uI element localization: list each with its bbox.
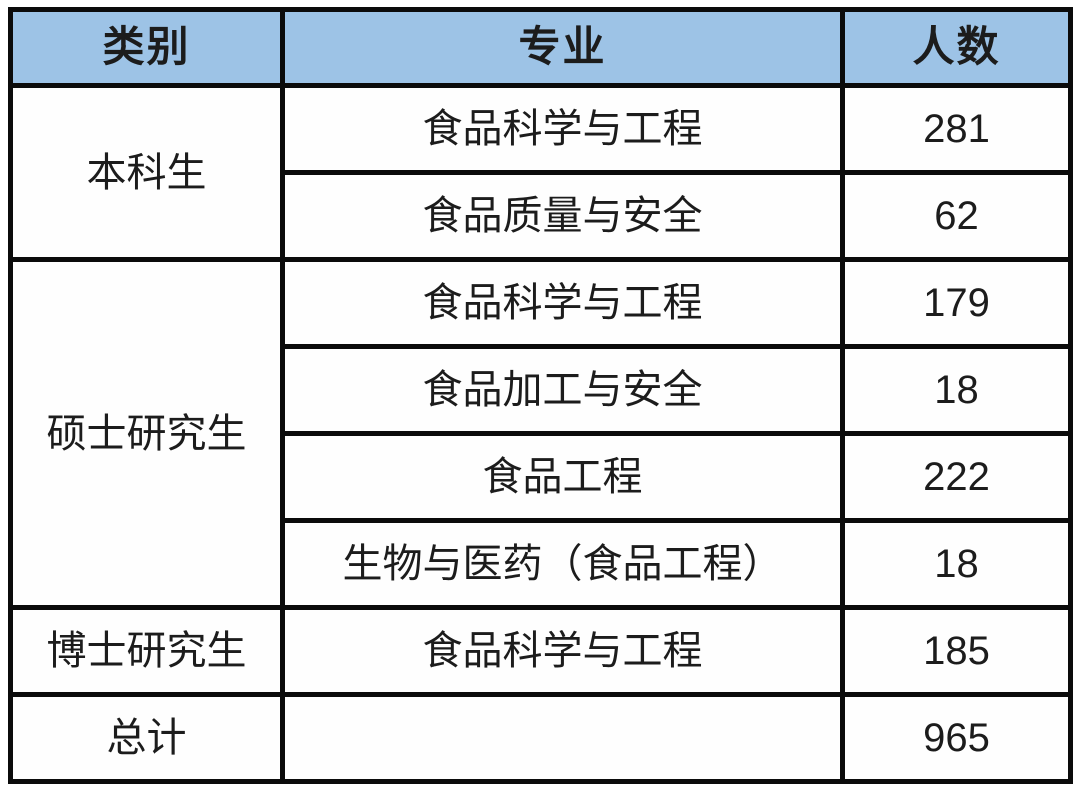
major-cell: 食品科学与工程	[280, 605, 845, 697]
major-cell: 食品工程	[280, 431, 845, 523]
count-cell: 179	[840, 257, 1073, 349]
major-cell: 食品质量与安全	[280, 170, 845, 262]
table-row: 本科生 食品科学与工程 281	[8, 83, 1073, 262]
count-cell: 281	[840, 83, 1073, 175]
major-cell-empty	[280, 692, 845, 784]
category-cell-master: 硕士研究生	[8, 257, 285, 610]
table-row: 食品加工与安全 18	[11, 344, 1073, 436]
header-count: 人数	[840, 7, 1073, 88]
major-cell: 食品科学与工程	[280, 83, 845, 175]
count-cell: 222	[840, 431, 1073, 523]
table-row: 食品工程 222	[11, 431, 1073, 523]
count-cell: 62	[840, 170, 1073, 262]
count-cell: 18	[840, 344, 1073, 436]
major-cell: 食品加工与安全	[280, 344, 845, 436]
table-row-total: 总计 965	[8, 692, 1073, 784]
category-cell-undergraduate: 本科生	[8, 83, 285, 262]
enrollment-table: 类别 专业 人数 本科生 食品科学与工程 281 食品质量与安全 62 硕士研究…	[8, 7, 1073, 784]
table-header-row: 类别 专业 人数	[8, 7, 1073, 88]
table-row: 食品质量与安全 62	[11, 170, 1073, 262]
category-cell-total: 总计	[8, 692, 285, 784]
header-category: 类别	[8, 7, 285, 88]
table-row: 博士研究生 食品科学与工程 185	[8, 605, 1073, 697]
count-cell: 185	[840, 605, 1073, 697]
header-major: 专业	[280, 7, 845, 88]
table-row: 生物与医药（食品工程） 18	[11, 518, 1073, 610]
count-cell: 18	[840, 518, 1073, 610]
table-row: 硕士研究生 食品科学与工程 179	[8, 257, 1073, 610]
category-cell-doctor: 博士研究生	[8, 605, 285, 697]
major-cell: 食品科学与工程	[280, 257, 845, 349]
count-cell-total: 965	[840, 692, 1073, 784]
major-cell: 生物与医药（食品工程）	[280, 518, 845, 610]
